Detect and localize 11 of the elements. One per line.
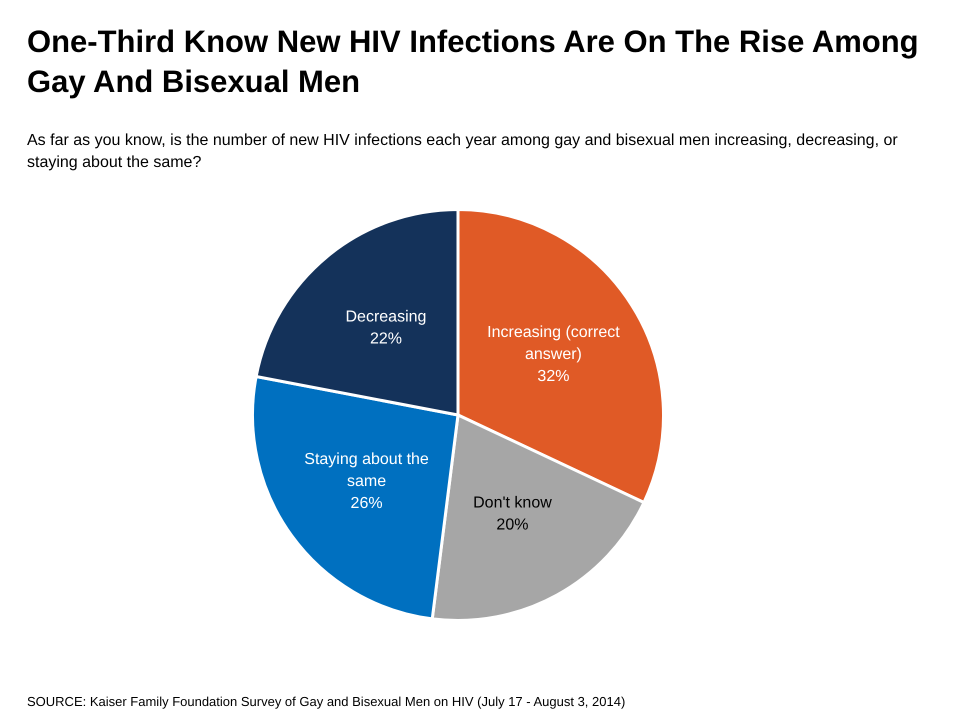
data-label: 20% [496,516,528,534]
data-label: 32% [537,368,570,385]
data-label: 26% [350,494,383,512]
slice-label: Don't know [473,494,552,512]
chart-subtitle: As far as you know, is the number of new HIV infections each year among gay and bisexual men increasing, decreasing, or staying about the same? [27,131,899,173]
source-note: SOURCE: Kaiser Family Foundation Survey of Gay and Bisexual Men on HIV (July 17 - August 3, 2014) [27,694,626,709]
slice-label: Staying about the same [304,450,429,490]
chart-title: One-Third Know New HIV Infections Are On The Rise Among Gay And Bisexual Men [27,23,920,101]
data-label: 22% [370,330,402,348]
slice-label: Decreasing [345,308,426,326]
slice-label: Increasing (correct answer) [487,324,620,363]
